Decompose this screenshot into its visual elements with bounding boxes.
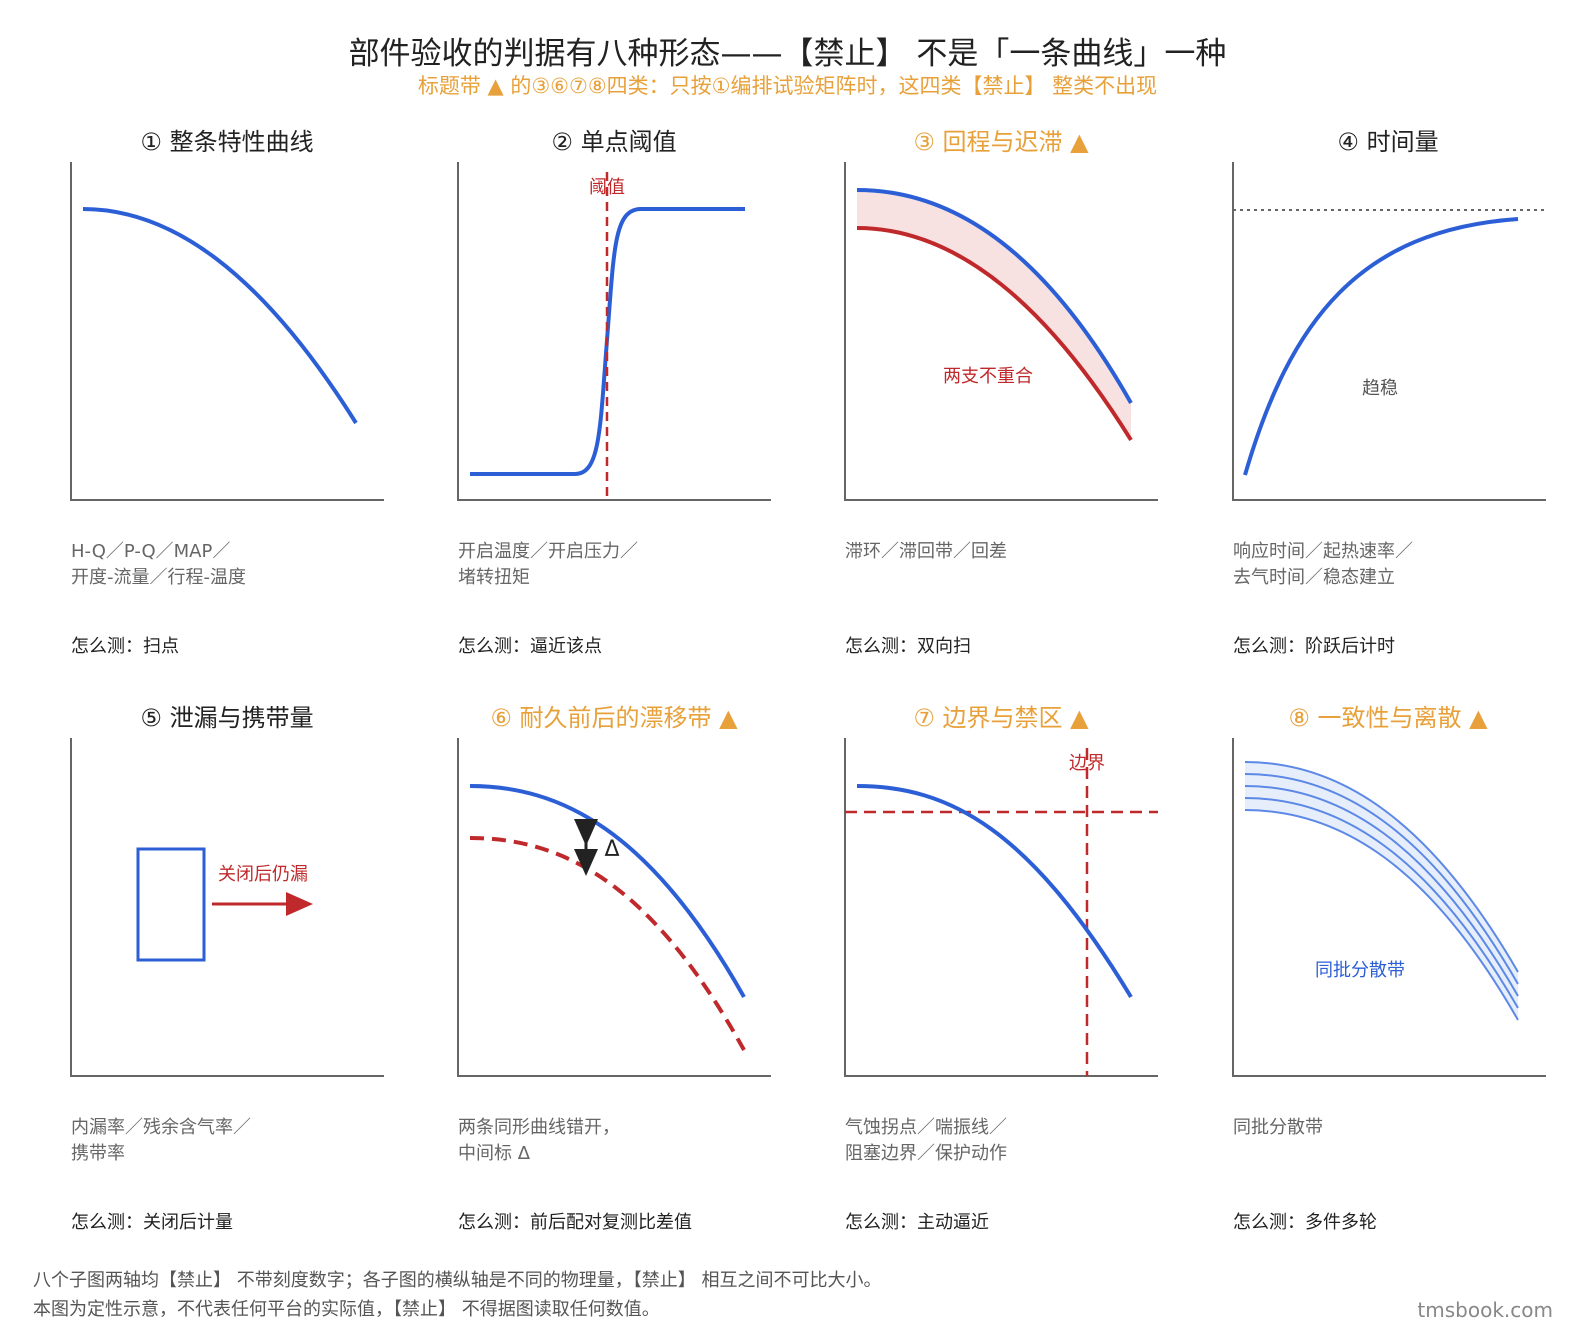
panel-1-axes [70,162,384,501]
panel-5-graphic: 关闭后仍漏 [70,738,384,1077]
panel-6-delta-label: Δ [604,837,619,862]
panel-5-axes [70,738,384,1077]
panel-6-desc: 两条同形曲线错开， 中间标 Δ [458,1117,620,1164]
panel-3-label: 两支不重合 [943,366,1033,387]
panel-8-desc: 同批分散带 [1233,1117,1323,1138]
panel-2-threshold-label: 阈值 [589,177,625,198]
panel-7-boundary-label: 边界 [1069,753,1105,774]
panel-6-method: 怎么测：前后配对复测比差值 [458,1212,692,1233]
panel-1-curve [82,207,358,425]
panel-6-before-curve [469,784,746,998]
panel-6-title: ⑥ 耐久前后的漂移带 ▲ [490,704,738,732]
panel-7-curve [856,784,1133,999]
panel-7-graphic: 边界 [844,738,1158,1077]
panel-4-axes [1232,162,1546,501]
panel-3-title: ③ 回程与迟滞 ▲ [913,128,1089,156]
footer-note-2: 本图为定性示意，不代表任何平台的实际值，【禁止】 不得据图读取任何数值。 [33,1299,660,1320]
panel-8-axes [1232,738,1546,1077]
panel-7-axes [844,738,1158,1077]
panel-6-after-curve [469,836,746,1051]
panel-3-lower-branch [856,226,1133,442]
site-watermark: tmsbook.com [1417,1298,1553,1322]
panel-6-graphic: Δ [457,738,771,1077]
panel-7-desc: 气蚀拐点／喘振线／ 阻塞边界／保护动作 [845,1117,1007,1164]
panel-2-axes [457,162,771,501]
panel-5-closed-valve [136,847,206,962]
panel-5-label: 关闭后仍漏 [218,864,308,885]
panel-2-method: 怎么测：逼近该点 [458,636,602,657]
panel-1-graphic [70,162,384,501]
panel-8-graphic: 同批分散带 [1232,738,1546,1077]
panel-8-curve-5 [1244,809,1519,1021]
panel-5-title: ⑤ 泄漏与携带量 [140,704,314,732]
panel-8-title: ⑧ 一致性与离散 ▲ [1288,704,1488,732]
panel-8-curve-1 [1244,761,1519,973]
panel-4-curve [1243,217,1519,476]
panel-7-title: ⑦ 边界与禁区 ▲ [913,704,1089,732]
panel-5-desc: 内漏率／残余含气率／ 携带率 [71,1117,251,1164]
panel-5-method: 怎么测：关闭后计量 [71,1212,233,1233]
panel-2-desc: 开启温度／开启压力／ 堵转扭矩 [458,541,638,588]
page-subtitle: 标题带 ▲ 的③⑥⑦⑧四类：只按①编排试验矩阵时，这四类【禁止】 整类不出现 [417,74,1158,98]
panel-4-label: 趋稳 [1362,378,1398,399]
panel-4-graphic: 趋稳 [1232,162,1546,501]
panel-3-desc: 滞环／滞回带／回差 [845,541,1007,562]
panel-8-curve-3 [1244,785,1519,997]
panel-3-axes [844,162,1158,501]
panel-3-graphic: 两支不重合 [844,162,1158,501]
panel-4-title: ④ 时间量 [1337,128,1439,156]
page-title: 部件验收的判据有八种形态——【禁止】 不是「一条曲线」一种 [348,36,1227,72]
panel-8-method: 怎么测：多件多轮 [1233,1212,1377,1233]
panel-6-axes [457,738,771,1077]
panel-8-label: 同批分散带 [1315,960,1405,981]
panel-4-desc: 响应时间／起热速率／ 去气时间／稳态建立 [1233,541,1413,588]
panel-1-desc: H-Q／P-Q／MAP／ 开度-流量／行程-温度 [71,541,246,588]
panel-1-title: ① 整条特性曲线 [140,128,314,156]
panel-7-method: 怎么测：主动逼近 [845,1212,989,1233]
panel-3-upper-branch [856,188,1133,404]
panel-8-scatter-band [1245,762,1518,1020]
footer-note-1: 八个子图两轴均【禁止】 不带刻度数字；各子图的横纵轴是不同的物理量，【禁止】 相… [33,1270,882,1291]
panel-3-method: 怎么测：双向扫 [845,636,971,657]
panel-8-curve-4 [1244,797,1519,1009]
panel-3-hysteresis-band [857,190,1131,440]
panel-2-graphic: 阈值 [457,162,771,501]
panel-2-title: ② 单点阈值 [551,128,677,156]
panel-1-method: 怎么测：扫点 [71,636,179,657]
panel-4-method: 怎么测：阶跃后计时 [1233,636,1395,657]
panel-8-curve-2 [1244,773,1519,985]
